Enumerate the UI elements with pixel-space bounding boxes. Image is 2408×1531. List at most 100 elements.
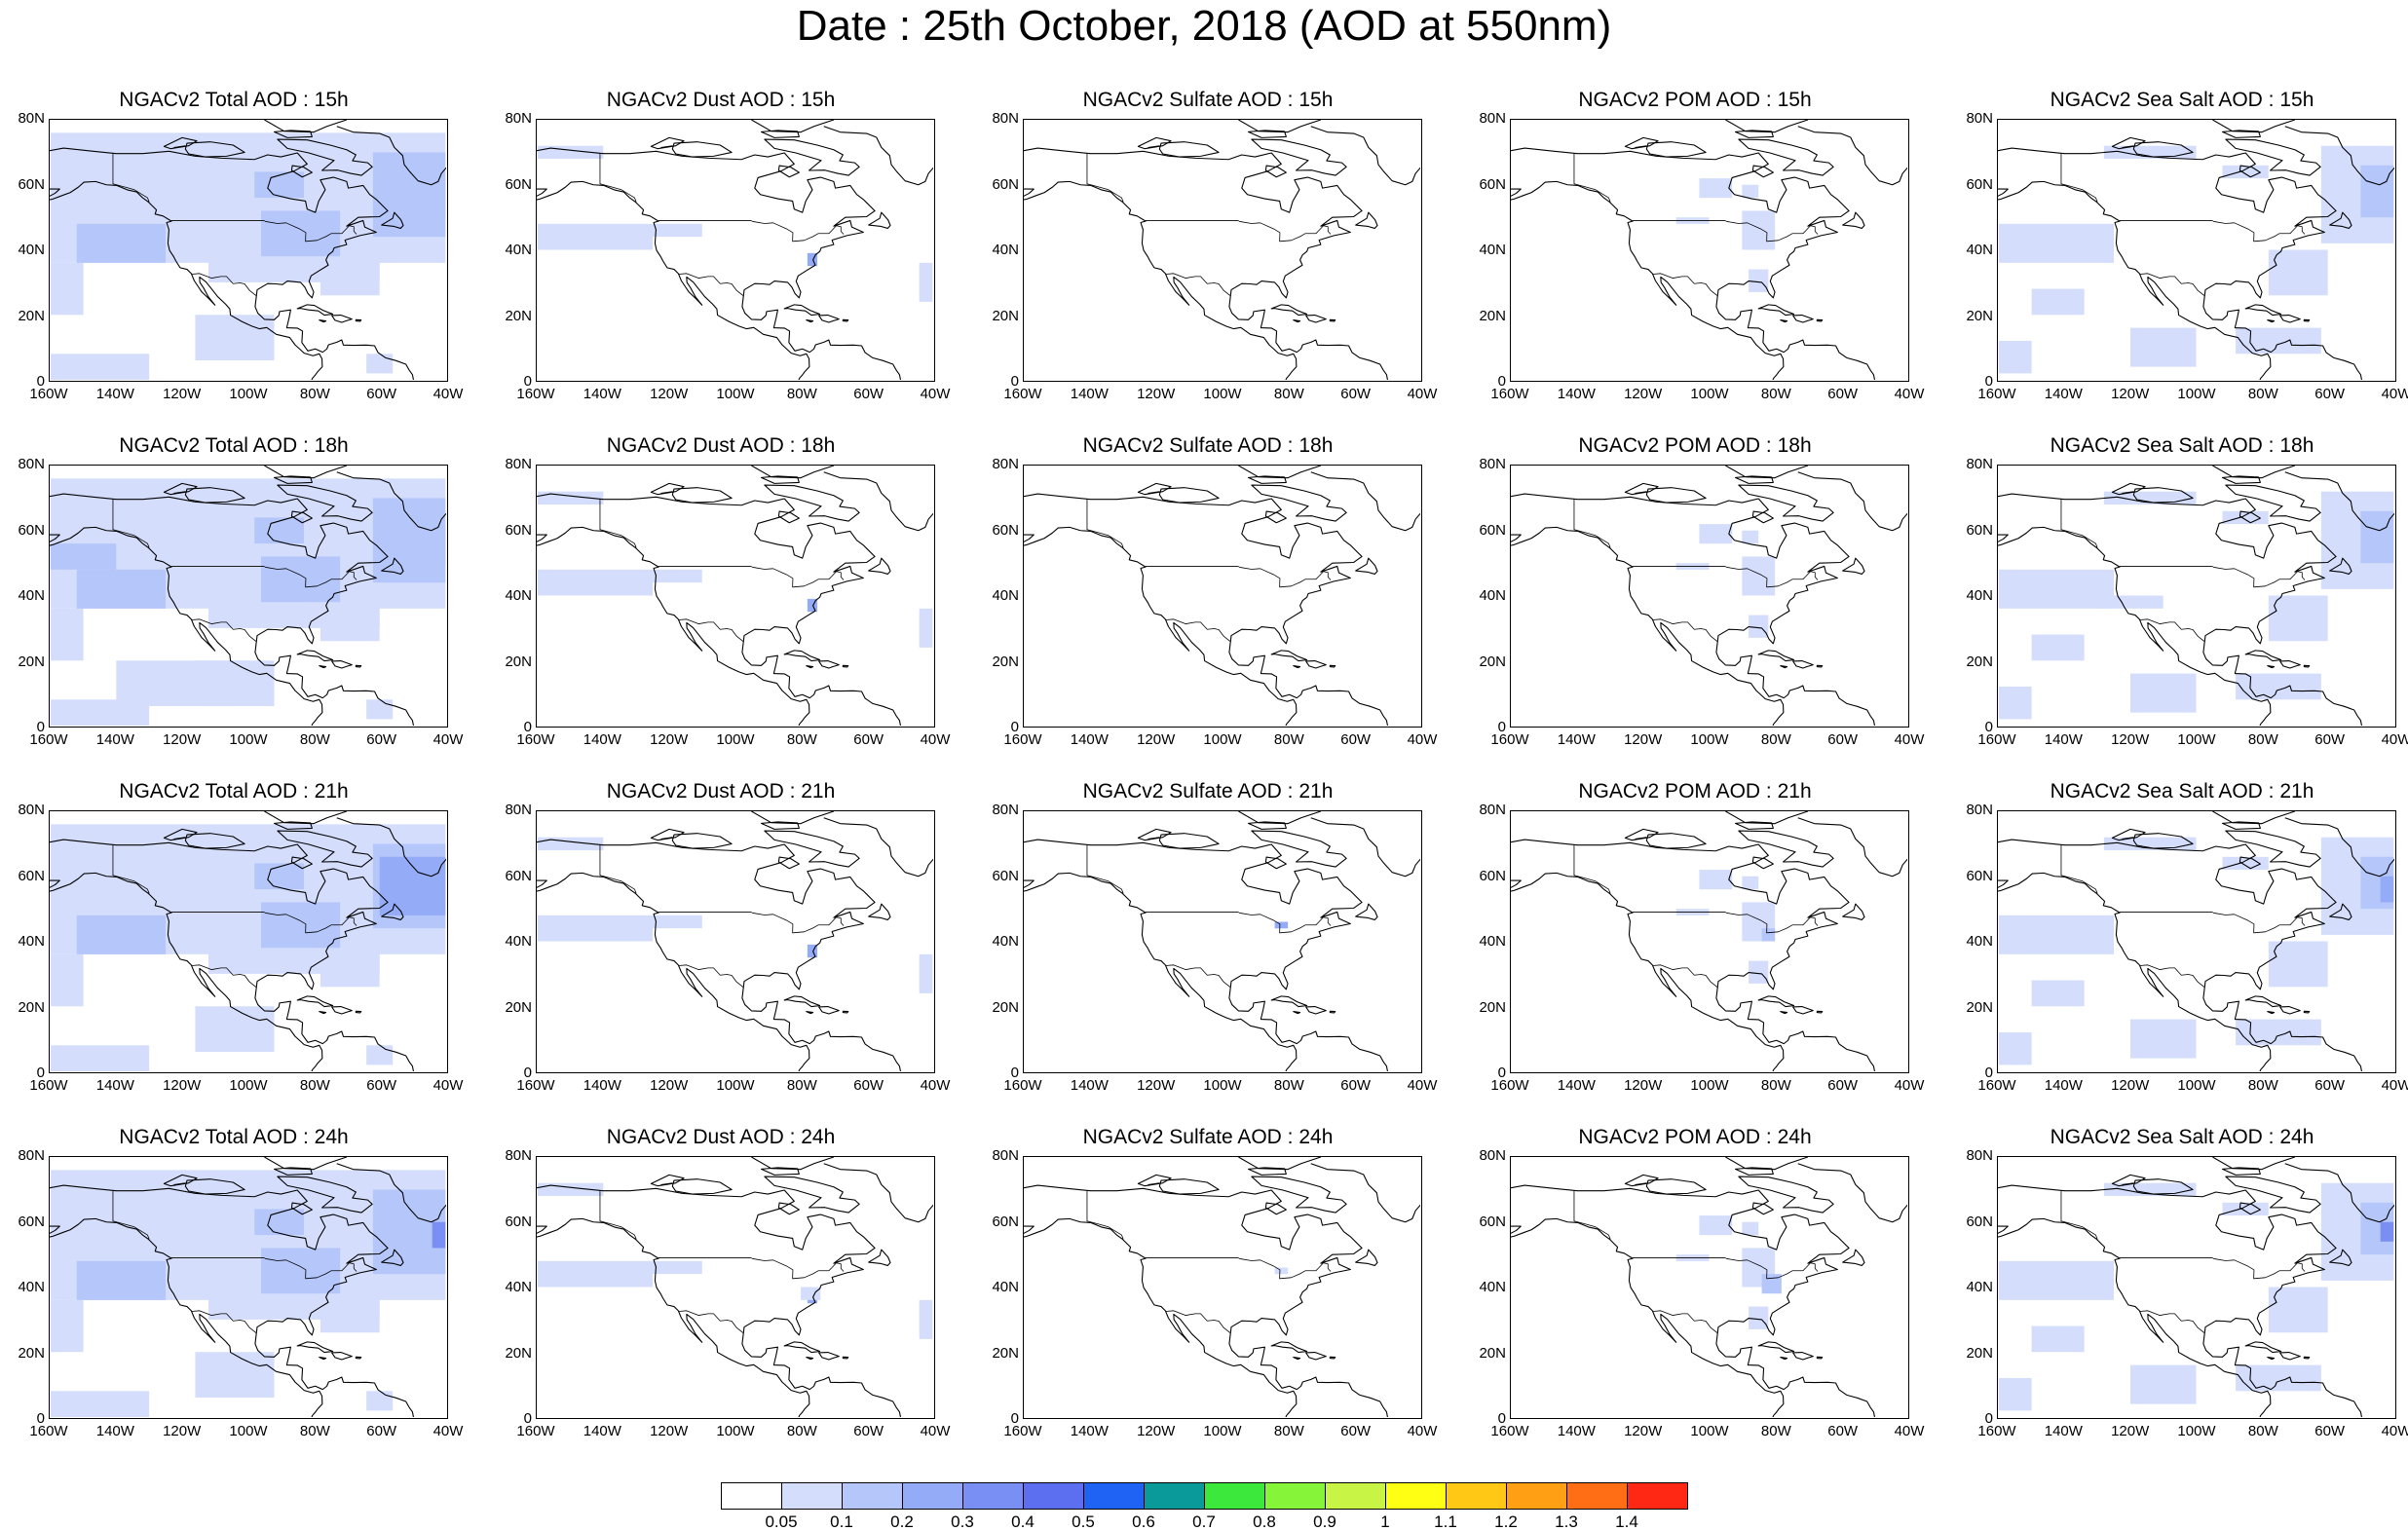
coastline xyxy=(2279,660,2301,669)
y-tick-label: 40N xyxy=(992,242,1019,258)
coastline xyxy=(2279,1352,2301,1361)
aod-field-cell xyxy=(1742,530,1759,544)
x-tick-label: 140W xyxy=(1557,1077,1596,1094)
coastline xyxy=(296,304,334,317)
y-tick-label: 60N xyxy=(505,1213,532,1230)
map-plot xyxy=(50,1157,446,1417)
coastline xyxy=(273,475,313,484)
x-tick-label: 40W xyxy=(1407,1423,1438,1439)
x-tick-label: 100W xyxy=(2177,1423,2216,1439)
country-border xyxy=(658,912,845,934)
map-frame xyxy=(1023,119,1422,382)
y-tick-label: 80N xyxy=(18,802,45,818)
coastline xyxy=(868,1249,891,1266)
colorbar-label: 0.6 xyxy=(1132,1512,1155,1531)
x-tick-label: 40W xyxy=(1894,1077,1925,1094)
y-tick-label: 60N xyxy=(1479,1213,1506,1230)
colorbar-box xyxy=(842,1482,903,1510)
colorbar-box xyxy=(721,1482,782,1510)
aod-field-cell xyxy=(2380,876,2394,903)
aod-field-cell xyxy=(2222,165,2269,179)
panel-title: NGACv2 Sulfate AOD : 24h xyxy=(1082,1126,1334,1148)
x-tick-label: 60W xyxy=(1340,1077,1372,1094)
y-tick-label: 60N xyxy=(1966,867,1993,884)
coastline xyxy=(1158,833,1220,849)
country-border xyxy=(599,1190,637,1240)
x-tick-label: 40W xyxy=(433,731,464,748)
coastline xyxy=(355,664,362,668)
aod-field-cell xyxy=(919,953,933,993)
aod-field-cell xyxy=(919,1299,933,1339)
x-tick-label: 160W xyxy=(1977,1077,2016,1094)
coastline xyxy=(1725,811,1809,825)
coastline xyxy=(184,141,245,158)
coastline xyxy=(1293,1011,1301,1015)
coastline xyxy=(1310,126,1420,186)
y-tick-label: 0 xyxy=(36,1064,45,1081)
coastline xyxy=(650,136,685,150)
panel-title: NGACv2 Sea Salt AOD : 18h xyxy=(2050,434,2314,457)
country-border xyxy=(2139,618,2205,642)
coastline xyxy=(1355,557,1378,575)
aod-field-cell xyxy=(261,1248,341,1294)
country-border xyxy=(1652,618,1718,642)
x-tick-label: 60W xyxy=(366,731,397,748)
coastline xyxy=(1511,1184,1875,1417)
x-tick-label: 120W xyxy=(163,1077,202,1094)
x-tick-label: 140W xyxy=(1557,731,1596,748)
coastline xyxy=(2284,126,2394,186)
x-tick-label: 60W xyxy=(2314,1423,2346,1439)
coastline xyxy=(1264,510,1287,524)
coastline xyxy=(818,1006,840,1015)
panel-title: NGACv2 Sea Salt AOD : 21h xyxy=(2050,780,2314,803)
coastline xyxy=(751,1157,835,1171)
coastline xyxy=(290,856,313,870)
x-tick-label: 80W xyxy=(1760,1077,1791,1094)
y-tick-label: 20N xyxy=(1479,307,1506,324)
coastline xyxy=(277,830,373,868)
coastline xyxy=(777,510,800,524)
x-tick-label: 60W xyxy=(1827,1423,1859,1439)
map-plot xyxy=(537,1157,933,1417)
map-plot xyxy=(1511,811,1907,1071)
aod-field-cell xyxy=(2129,1019,2197,1059)
x-tick-label: 160W xyxy=(29,1077,68,1094)
coastline xyxy=(2225,830,2321,868)
coastline xyxy=(319,665,327,669)
coastline xyxy=(760,130,800,138)
coastline xyxy=(2239,510,2261,524)
map-panel: NGACv2 Dust AOD : 18h 80N 60N 40N 20N 0 160W 14… xyxy=(487,433,955,750)
y-tick-label: 60N xyxy=(505,867,532,884)
map-frame xyxy=(1510,1156,1909,1419)
x-tick-label: 140W xyxy=(95,386,134,402)
coastline xyxy=(1251,138,1347,176)
coastline xyxy=(783,304,821,317)
aod-field-cell xyxy=(537,223,654,250)
map-plot xyxy=(1511,466,1907,726)
x-tick-label: 120W xyxy=(163,1423,202,1439)
colorbar-label: 0.7 xyxy=(1192,1512,1216,1531)
coastline xyxy=(1293,1357,1301,1361)
aod-field-cell xyxy=(1742,876,1759,890)
aod-field-cell xyxy=(537,491,604,505)
coastline xyxy=(2239,165,2261,178)
x-tick-label: 40W xyxy=(920,731,951,748)
figure-title: Date : 25th October, 2018 (AOD at 550nm) xyxy=(796,2,1612,50)
map-panel: NGACv2 Total AOD : 24h 80N 60N 40N 20N 0 160W 1… xyxy=(0,1125,468,1441)
coastline xyxy=(1645,833,1707,849)
coastline xyxy=(1734,475,1774,484)
coastline xyxy=(296,995,334,1008)
coastline xyxy=(760,475,800,484)
aod-field-cell xyxy=(919,608,933,648)
map-frame xyxy=(1510,810,1909,1073)
colorbar-label: 0.4 xyxy=(1011,1512,1035,1531)
y-tick-label: 0 xyxy=(36,719,45,735)
country-border xyxy=(191,964,257,988)
map-frame xyxy=(1510,119,1909,382)
map-panel: NGACv2 Total AOD : 18h 80N 60N 40N 20N 0 160W 1… xyxy=(0,433,468,750)
x-tick-label: 60W xyxy=(2314,1077,2346,1094)
aod-field-cell xyxy=(537,569,654,596)
coastline xyxy=(751,466,835,479)
coastline xyxy=(1024,1184,1388,1417)
x-tick-label: 40W xyxy=(433,386,464,402)
